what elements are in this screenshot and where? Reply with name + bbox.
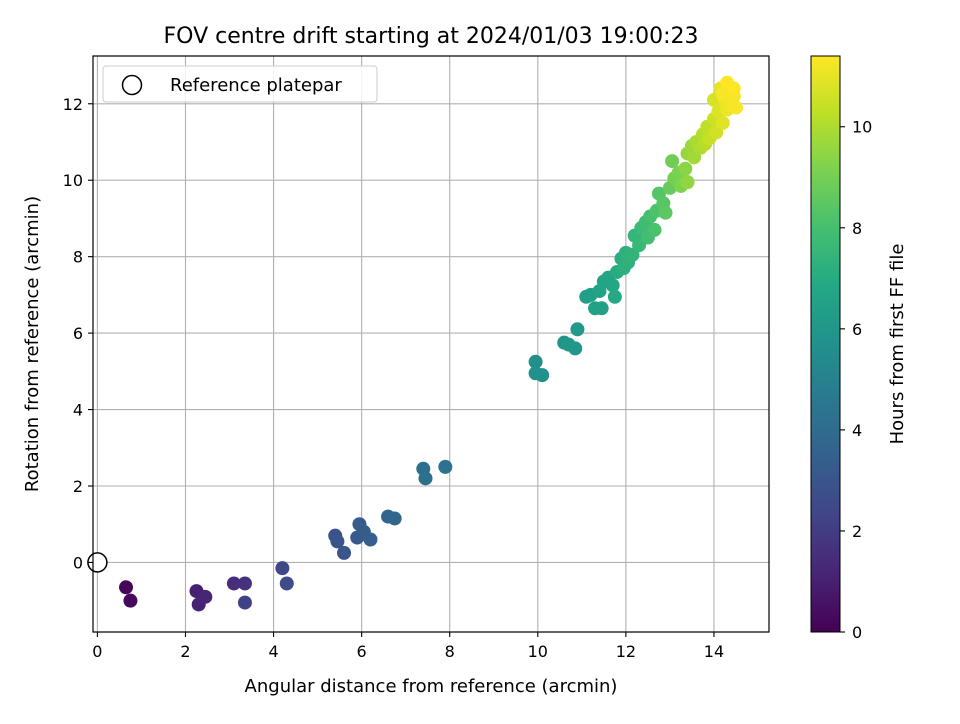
colorbar-tick-label: 4 xyxy=(852,421,862,440)
data-point xyxy=(568,341,583,356)
data-point xyxy=(198,589,213,604)
data-point xyxy=(438,459,453,474)
y-axis-ticks: 0 2 4 6 8 10 12 xyxy=(63,95,93,572)
grid xyxy=(93,56,769,632)
colorbar-tick-label: 0 xyxy=(852,623,862,642)
x-tick-label: 2 xyxy=(180,642,190,661)
data-point xyxy=(728,100,743,115)
y-tick-label: 0 xyxy=(73,553,83,572)
legend: Reference platepar xyxy=(102,65,378,103)
data-point xyxy=(665,154,680,169)
colorbar-tick-label: 8 xyxy=(852,219,862,238)
data-point xyxy=(658,205,673,220)
data-point xyxy=(605,278,620,293)
data-point xyxy=(570,322,585,337)
y-tick-label: 4 xyxy=(73,401,83,420)
data-point xyxy=(387,511,402,526)
y-tick-label: 6 xyxy=(73,324,83,343)
data-point xyxy=(720,75,735,90)
x-tick-label: 12 xyxy=(616,642,636,661)
data-point xyxy=(680,175,695,190)
x-axis-label: Angular distance from reference (arcmin) xyxy=(245,676,618,697)
legend-box xyxy=(102,65,378,103)
data-point xyxy=(123,593,138,608)
chart-title: FOV centre drift starting at 2024/01/03 … xyxy=(164,24,699,49)
data-point xyxy=(279,576,294,591)
data-point xyxy=(119,580,134,595)
legend-marker xyxy=(121,74,143,96)
data-point xyxy=(607,289,622,304)
x-tick-label: 8 xyxy=(445,642,455,661)
colorbar-tick-label: 10 xyxy=(852,118,872,137)
x-axis-ticks: 0 2 4 6 8 10 12 14 xyxy=(92,632,724,661)
data-point xyxy=(647,222,662,237)
scatter-points xyxy=(119,75,743,612)
data-point xyxy=(337,545,352,560)
y-tick-label: 10 xyxy=(63,171,83,190)
colorbar-label: Hours from first FF file xyxy=(887,244,908,445)
data-point xyxy=(330,534,345,549)
data-point xyxy=(237,595,252,610)
data-point xyxy=(226,576,241,591)
colorbar-gradient xyxy=(810,55,841,633)
data-point xyxy=(594,301,609,316)
x-tick-label: 14 xyxy=(704,642,724,661)
data-point xyxy=(535,368,550,383)
x-tick-label: 6 xyxy=(357,642,367,661)
data-point xyxy=(237,576,252,591)
plot-frame xyxy=(92,55,770,633)
colorbar-tick-label: 6 xyxy=(852,320,862,339)
data-point xyxy=(528,354,543,369)
y-axis-label: Rotation from reference (arcmin) xyxy=(22,196,43,492)
data-point xyxy=(363,532,378,547)
y-tick-label: 2 xyxy=(73,477,83,496)
data-point xyxy=(715,87,730,102)
legend-label: Reference platepar xyxy=(170,75,342,96)
data-point xyxy=(275,561,290,576)
x-tick-label: 4 xyxy=(268,642,278,661)
y-tick-label: 8 xyxy=(73,248,83,267)
data-point xyxy=(678,161,693,176)
colorbar-ticks: 0 2 4 6 8 10 xyxy=(840,118,872,642)
y-tick-label: 12 xyxy=(63,95,83,114)
data-point xyxy=(418,471,433,486)
colorbar: 0 2 4 6 8 10 Hours from first FF file xyxy=(810,55,908,642)
x-tick-label: 10 xyxy=(528,642,548,661)
colorbar-tick-label: 2 xyxy=(852,522,862,541)
data-point xyxy=(715,115,730,130)
x-tick-label: 0 xyxy=(92,642,102,661)
